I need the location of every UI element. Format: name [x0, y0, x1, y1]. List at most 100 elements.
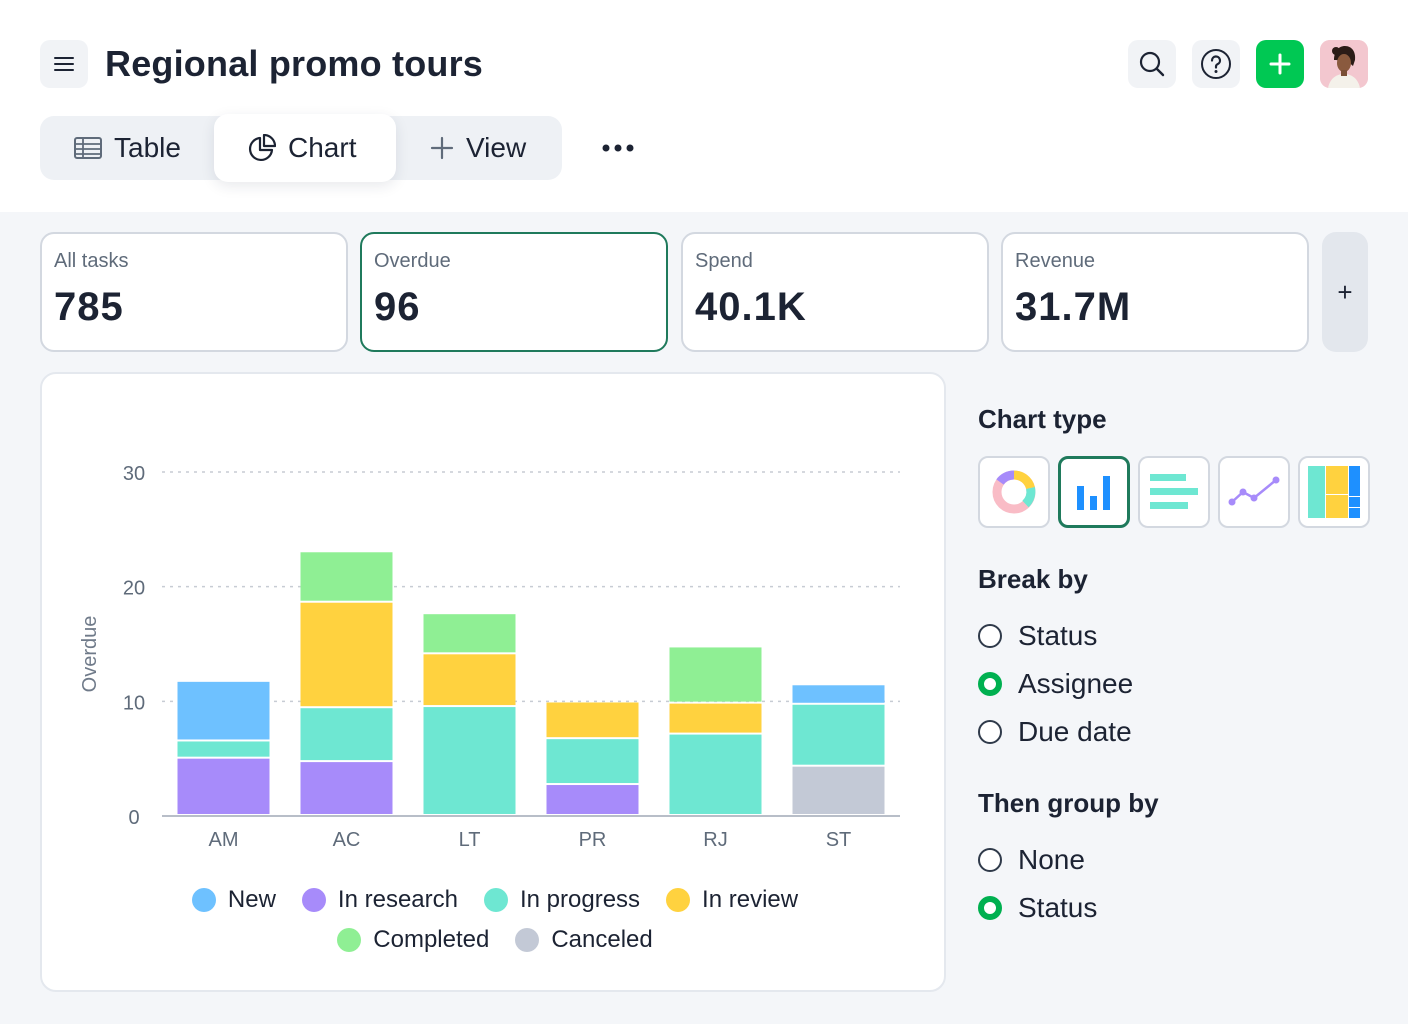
- legend-dot: [337, 928, 362, 952]
- legend-item-canceled[interactable]: Canceled: [515, 926, 653, 954]
- legend-dot: [301, 888, 326, 912]
- radio-label: Status: [1018, 620, 1098, 651]
- view-switcher: Table Chart View: [40, 114, 562, 182]
- bar-segment-new[interactable]: [792, 685, 885, 703]
- stat-value: 40.1K: [695, 285, 807, 329]
- bar-segment-in-review[interactable]: [423, 654, 516, 706]
- bar-segment-in-progress[interactable]: [669, 734, 762, 814]
- tab-chart[interactable]: Chart: [214, 114, 396, 182]
- legend-item-new[interactable]: New: [191, 886, 276, 914]
- legend-item-completed[interactable]: Completed: [337, 926, 489, 954]
- x-tick-label: ST: [826, 829, 852, 851]
- tab-label: Table: [114, 132, 181, 163]
- bar-segment-canceled[interactable]: [792, 766, 885, 814]
- legend-dot: [666, 888, 691, 912]
- radio-label: None: [1018, 844, 1085, 875]
- bar-segment-in-review[interactable]: [546, 702, 639, 738]
- group-by-heading: Then group by: [978, 788, 1159, 818]
- top-bar: Regional promo tours: [0, 0, 1408, 212]
- more-button[interactable]: [596, 128, 640, 168]
- legend-row-1: New In research In progress In review: [42, 886, 948, 914]
- bar-segment-completed[interactable]: [669, 647, 762, 702]
- legend-label: In review: [702, 886, 799, 913]
- chart-type-horizontal-bar[interactable]: [1138, 456, 1210, 528]
- legend-dot: [191, 888, 216, 912]
- search-button[interactable]: [1128, 40, 1176, 88]
- radio-label: Status: [1018, 892, 1098, 923]
- stat-card-spend[interactable]: Spend 40.1K: [681, 232, 989, 352]
- legend-dot: [515, 928, 540, 952]
- radio-button[interactable]: [978, 848, 1002, 872]
- chart-type-line[interactable]: [1218, 456, 1290, 528]
- radio-label: Assignee: [1018, 668, 1134, 699]
- user-avatar[interactable]: [1320, 40, 1368, 88]
- group-by-status[interactable]: Status: [978, 892, 1097, 924]
- x-tick-label: AM: [209, 829, 239, 851]
- legend-row-2: Completed Canceled: [42, 926, 948, 954]
- chart-type-treemap[interactable]: [1298, 456, 1370, 528]
- break-by-due-date[interactable]: Due date: [978, 716, 1132, 748]
- search-icon: [1139, 51, 1165, 77]
- help-icon: [1201, 49, 1231, 79]
- pie-chart-icon: [248, 134, 276, 162]
- stat-label: Spend: [695, 250, 753, 272]
- main-area: All tasks 785 Overdue 96 Spend 40.1K Rev…: [0, 212, 1408, 1024]
- legend-label: In research: [337, 886, 458, 913]
- bar-segment-completed[interactable]: [423, 614, 516, 653]
- radio-button[interactable]: [978, 720, 1002, 744]
- stat-card-revenue[interactable]: Revenue 31.7M: [1001, 232, 1309, 352]
- radio-button[interactable]: [978, 624, 1002, 648]
- add-button[interactable]: [1256, 40, 1304, 88]
- line-chart-icon: [1228, 476, 1280, 506]
- chart-type-heading: Chart type: [978, 404, 1107, 434]
- tab-label: Chart: [288, 132, 357, 163]
- break-by-status[interactable]: Status: [978, 620, 1097, 652]
- group-by-none[interactable]: None: [978, 844, 1085, 876]
- stat-card-all-tasks[interactable]: All tasks 785: [40, 232, 348, 352]
- chart-card: 0 10 20 30 Overdue AM AC LT PR RJ ST New In resear…: [40, 372, 946, 992]
- break-by-heading: Break by: [978, 564, 1088, 594]
- stat-card-overdue[interactable]: Overdue 96: [360, 232, 668, 352]
- table-icon: [74, 137, 102, 159]
- legend-item-in-progress[interactable]: In progress: [483, 886, 641, 914]
- x-tick-label: LT: [459, 829, 481, 851]
- legend-item-in-review[interactable]: In review: [666, 886, 798, 914]
- legend-label: Completed: [373, 926, 490, 953]
- horizontal-bar-chart-icon: [1150, 474, 1198, 509]
- bar-segment-in-progress[interactable]: [423, 707, 516, 814]
- bar-segment-in-research[interactable]: [300, 762, 393, 814]
- y-tick-label: 10: [123, 692, 145, 714]
- bar-chart-icon: [1077, 476, 1110, 510]
- tab-table[interactable]: Table: [74, 116, 181, 180]
- bar-segment-in-progress[interactable]: [300, 708, 393, 761]
- legend-label: Canceled: [551, 926, 653, 953]
- legend-item-in-research[interactable]: In research: [301, 886, 458, 914]
- bar-segment-in-progress[interactable]: [177, 741, 270, 757]
- bar-segment-in-progress[interactable]: [546, 739, 639, 784]
- chart-type-bar[interactable]: [1058, 456, 1130, 528]
- legend-label: In progress: [519, 886, 641, 913]
- bar-segment-in-review[interactable]: [300, 602, 393, 707]
- tab-add-view[interactable]: View: [430, 116, 526, 180]
- add-stat-button[interactable]: +: [1322, 232, 1368, 352]
- radio-label: Due date: [1018, 716, 1132, 747]
- break-by-assignee[interactable]: Assignee: [978, 668, 1133, 700]
- radio-button[interactable]: [978, 896, 1002, 920]
- page-title: Regional promo tours: [105, 43, 484, 84]
- stat-value: 31.7M: [1015, 285, 1132, 329]
- treemap-chart-icon: [1308, 466, 1360, 518]
- bar-segment-completed[interactable]: [300, 552, 393, 601]
- bar-segment-in-progress[interactable]: [792, 704, 885, 765]
- bar-segment-in-research[interactable]: [177, 758, 270, 814]
- bar-segment-new[interactable]: [177, 681, 270, 740]
- bar-segment-in-review[interactable]: [669, 703, 762, 733]
- bar-segment-in-research[interactable]: [546, 785, 639, 814]
- donut-chart-icon: [992, 470, 1036, 514]
- menu-button[interactable]: [40, 40, 88, 88]
- chart-type-donut[interactable]: [978, 456, 1050, 528]
- help-button[interactable]: [1192, 40, 1240, 88]
- y-tick-label: 20: [123, 578, 145, 600]
- stat-label: All tasks: [54, 250, 129, 272]
- radio-button[interactable]: [978, 672, 1002, 696]
- plus-icon: [1269, 53, 1291, 75]
